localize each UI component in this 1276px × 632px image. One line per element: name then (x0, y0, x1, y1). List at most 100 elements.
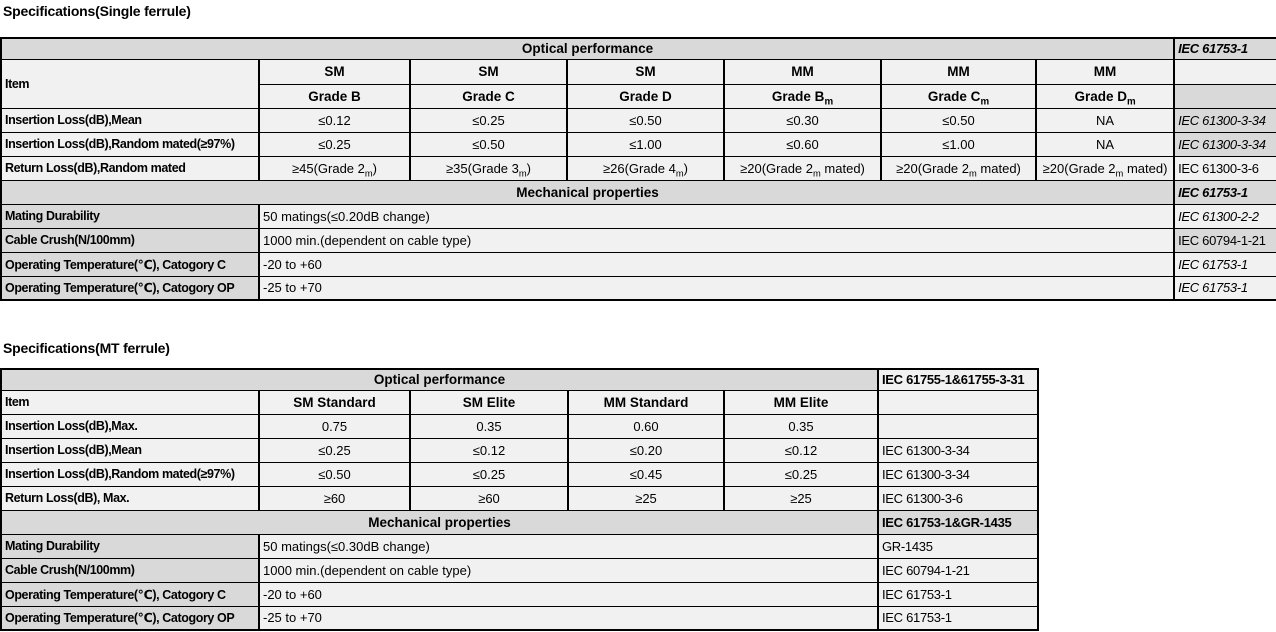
value-cell: ≤0.60 (723, 131, 882, 157)
col-grade-header: Grade D (566, 83, 725, 109)
col-group-header: MM (723, 58, 882, 85)
table-row: Operating Temperature(℃), Catogory C -20 … (0, 581, 1039, 607)
row-label: Cable Crush(N/100mm) (0, 227, 260, 253)
section-title-mt-ferrule: Specifications(MT ferrule) (3, 340, 170, 356)
value-cell: ≥25 (567, 485, 725, 511)
value-cell: ≤0.25 (258, 437, 411, 463)
table-row: Item SM SM SM MM MM MM (0, 58, 1276, 109)
mechanical-properties-header: Mechanical properties (0, 509, 879, 535)
mechanical-properties-header: Mechanical properties (0, 179, 1176, 205)
standard-ref-cell: IEC 61753-1 (1173, 179, 1276, 205)
col-grade-header: Grade Dm (1034, 83, 1176, 109)
table-row: Insertion Loss(dB),Max. 0.75 0.35 0.60 0.35 (0, 413, 1039, 439)
standard-ref-cell: IEC 61753-1 (1173, 275, 1276, 301)
value-cell: 0.35 (723, 413, 879, 439)
col-group-header: MM (880, 58, 1037, 85)
mech-value-cell: 50 matings(≤0.30dB change) (258, 533, 879, 559)
table-row: Cable Crush(N/100mm) 1000 min.(dependent … (0, 227, 1276, 253)
value-cell: ≤0.50 (880, 107, 1037, 133)
mech-value-cell: 50 matings(≤0.20dB change) (257, 203, 1176, 229)
value-cell: NA (1034, 107, 1176, 133)
table-row: Optical performance IEC 61753-1 (0, 37, 1276, 60)
value-cell: ≥60 (409, 485, 569, 511)
table-row: Operating Temperature(℃), Catogory C -20 … (0, 251, 1276, 277)
standard-ref-cell: IEC 61300-3-6 (1173, 155, 1276, 181)
value-cell: 0.35 (409, 413, 569, 439)
standard-ref-cell: IEC 61300-3-34 (877, 437, 1039, 463)
standard-ref-cell: IEC 61300-2-2 (1173, 203, 1276, 229)
value-cell: ≤0.20 (567, 437, 725, 463)
value-cell: ≤1.00 (880, 131, 1037, 157)
value-cell: ≤0.50 (258, 461, 411, 487)
value-cell: ≤0.50 (409, 131, 568, 157)
standard-ref-cell (877, 389, 1039, 415)
value-cell: ≤0.25 (723, 461, 879, 487)
table-row: Operating Temperature(℃), Catogory OP -25… (0, 605, 1039, 631)
value-cell: ≤0.25 (258, 131, 411, 157)
col-grade-header: Grade Bm (723, 83, 882, 109)
row-label: Insertion Loss(dB),Mean (0, 437, 260, 463)
value-cell: ≥25 (723, 485, 879, 511)
table-row: Insertion Loss(dB),Mean ≤0.12 ≤0.25 ≤0.50 ≤0… (0, 107, 1276, 133)
optical-performance-header: Optical performance (0, 368, 879, 391)
col-group-header: SM (409, 58, 568, 85)
standard-ref-cell: IEC 60794-1-21 (877, 557, 1039, 583)
table-row: Insertion Loss(dB),Mean ≤0.25 ≤0.12 ≤0.20 ≤0… (0, 437, 1039, 463)
mech-value-cell: -25 to +70 (257, 275, 1176, 301)
col-group-header: MM (1034, 58, 1176, 85)
mech-value-cell: 1000 min.(dependent on cable type) (258, 557, 879, 583)
row-label: Return Loss(dB),Random mated (0, 155, 260, 181)
mech-value-cell: -20 to +60 (257, 251, 1176, 277)
row-label: Operating Temperature(℃), Catogory OP (0, 605, 260, 631)
table-row: Return Loss(dB), Max. ≥60 ≥60 ≥25 ≥25 IEC 613… (0, 485, 1039, 511)
standard-ref-cell (1173, 83, 1276, 109)
value-cell: NA (1034, 131, 1176, 157)
row-label: Cable Crush(N/100mm) (0, 557, 260, 583)
col-grade-header: Grade C (409, 83, 568, 109)
value-cell: ≥35(Grade 3m) (409, 155, 568, 181)
value-cell: ≤0.30 (723, 107, 882, 133)
value-cell: ≥60 (258, 485, 411, 511)
standard-ref-cell: IEC 61753-1 (877, 581, 1039, 607)
standard-ref-cell: IEC 61300-3-34 (1173, 107, 1276, 133)
row-label: Operating Temperature(℃), Catogory C (0, 581, 260, 607)
value-cell: ≤0.25 (409, 107, 568, 133)
section-title-single-ferrule: Specifications(Single ferrule) (3, 3, 191, 19)
row-label: Operating Temperature(℃), Catogory OP (0, 275, 260, 301)
value-cell: ≥20(Grade 2m mated) (880, 155, 1037, 181)
col-grade-header: Grade B (258, 83, 411, 109)
table-row: Return Loss(dB),Random mated ≥45(Grade 2m… (0, 155, 1276, 181)
col-header: SM Elite (409, 389, 569, 415)
row-label: Insertion Loss(dB),Random mated(≥97%) (0, 461, 260, 487)
value-cell: ≤0.45 (567, 461, 725, 487)
table-row: Insertion Loss(dB),Random mated(≥97%) ≤0.… (0, 461, 1039, 487)
value-cell: ≥20(Grade 2m mated) (723, 155, 882, 181)
table-row: Mechanical properties IEC 61753-1 (0, 179, 1276, 205)
table-row: Optical performance IEC 61755-1&61755-3-3… (0, 368, 1039, 391)
item-header: Item (0, 389, 260, 415)
value-cell: ≤0.50 (566, 107, 725, 133)
col-header: SM Standard (258, 389, 411, 415)
standard-ref-cell: IEC 61753-1&GR-1435 (877, 509, 1039, 535)
row-label: Insertion Loss(dB),Mean (0, 107, 260, 133)
row-label: Insertion Loss(dB),Random mated(≥97%) (0, 131, 260, 157)
value-cell: ≥26(Grade 4m) (566, 155, 725, 181)
row-label: Insertion Loss(dB),Max. (0, 413, 260, 439)
optical-performance-header: Optical performance (0, 37, 1176, 60)
standard-ref-cell (1173, 58, 1276, 85)
table-row: Mating Durability 50 matings(≤0.20dB chan… (0, 203, 1276, 229)
value-cell: ≤0.12 (723, 437, 879, 463)
standard-ref-cell: IEC 61753-1 (1173, 251, 1276, 277)
table-row: Grade B Grade C Grade D Grade Bm Grade Cm Gra… (1, 83, 1276, 109)
value-cell: 0.75 (258, 413, 411, 439)
table-row: Insertion Loss(dB),Random mated(≥97%) ≤0.… (0, 131, 1276, 157)
standard-ref-cell: IEC 61300-3-6 (877, 485, 1039, 511)
row-label: Mating Durability (0, 203, 260, 229)
standard-ref-cell: IEC 61300-3-34 (877, 461, 1039, 487)
mt-ferrule-spec-table: Optical performance IEC 61755-1&61755-3-3… (0, 368, 1039, 631)
col-header: MM Standard (567, 389, 725, 415)
standard-ref-cell: IEC 61753-1 (1173, 37, 1276, 60)
mech-value-cell: 1000 min.(dependent on cable type) (257, 227, 1176, 253)
value-cell: ≤0.12 (258, 107, 411, 133)
row-label: Operating Temperature(℃), Catogory C (0, 251, 260, 277)
